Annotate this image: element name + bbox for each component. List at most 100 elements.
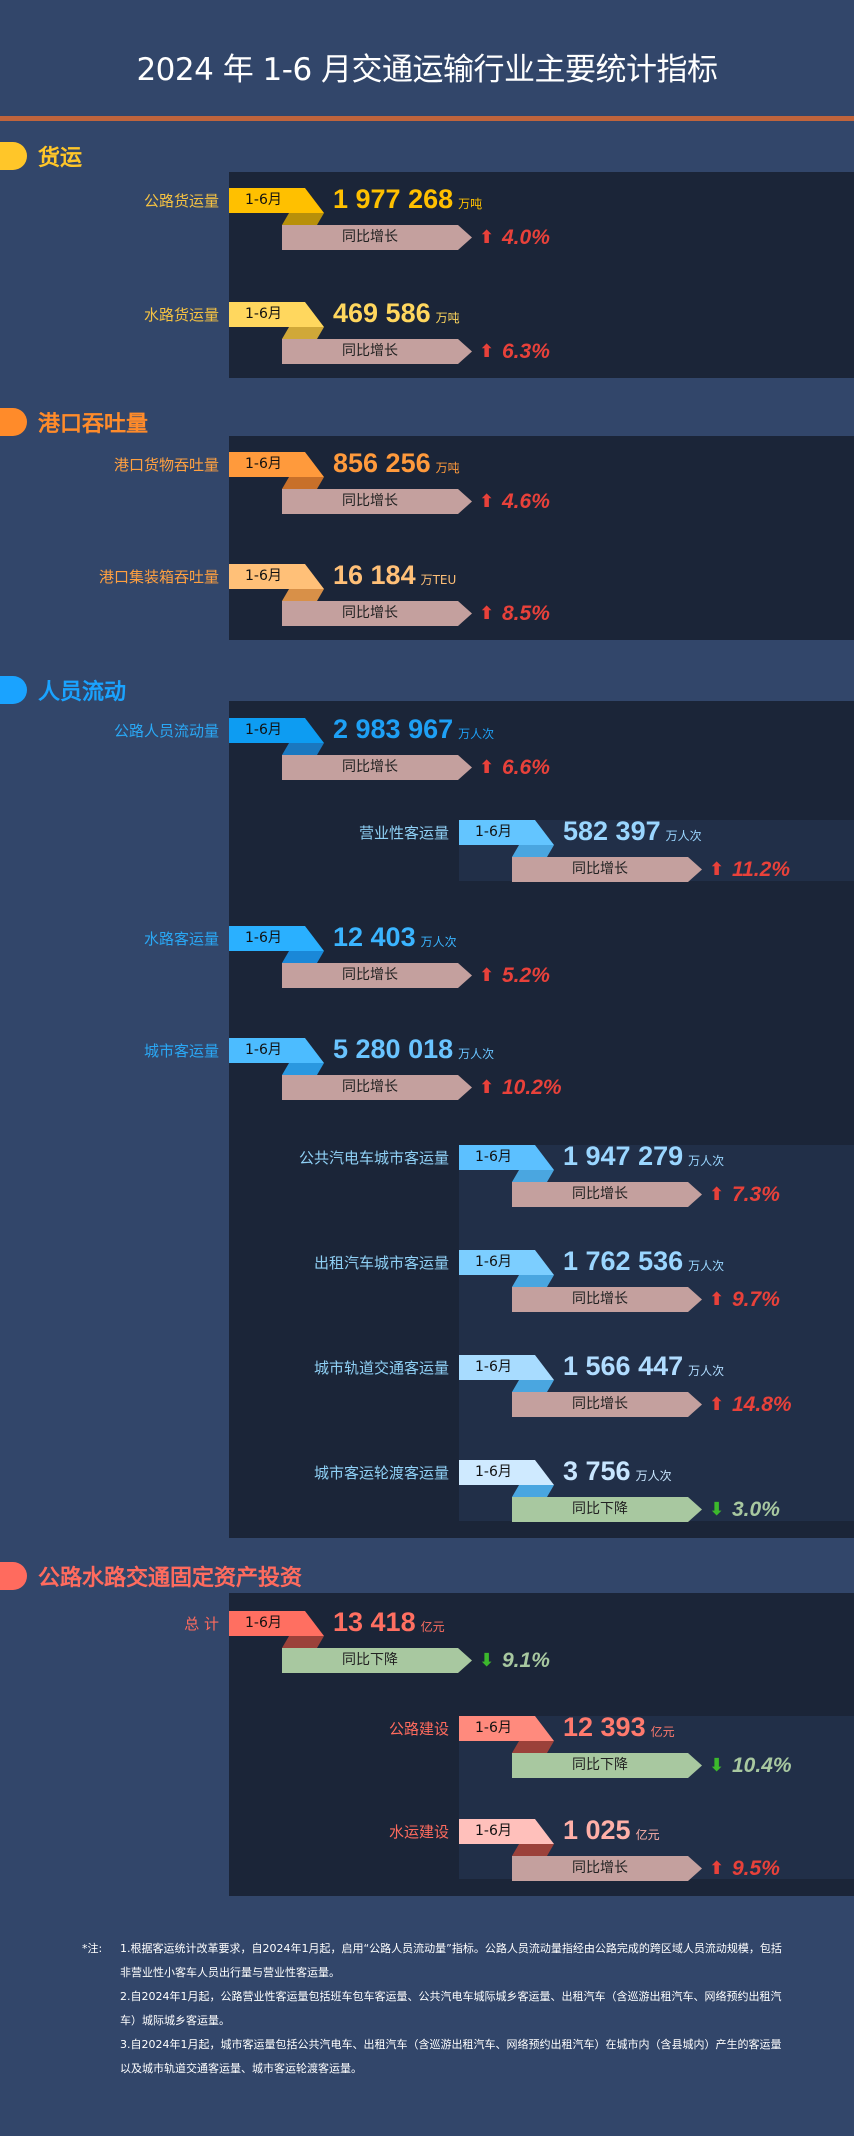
indicator-value: 16 184 万TEU bbox=[333, 560, 456, 591]
yoy-decrease-label: 同比下降 bbox=[512, 1753, 702, 1778]
tag-fold bbox=[512, 1844, 554, 1856]
yoy-change: 10.2% bbox=[502, 1076, 562, 1099]
indicator-label: 公共汽电车城市客运量 bbox=[298, 1149, 449, 1167]
section-header-port: 港口吞吐量 bbox=[0, 408, 148, 437]
yoy-change: 14.8% bbox=[732, 1393, 792, 1416]
tag-fold bbox=[512, 1485, 554, 1497]
period-tag: 1-6月 bbox=[459, 1716, 554, 1741]
indicator-label: 营业性客运量 bbox=[358, 824, 449, 842]
value-unit: 亿元 bbox=[650, 1725, 675, 1739]
yoy-increase-label: 同比增长 bbox=[512, 1856, 702, 1881]
section-marker-icon bbox=[0, 408, 27, 436]
value-unit: 万人次 bbox=[420, 935, 457, 949]
indicator-value: 12 393 亿元 bbox=[563, 1712, 675, 1743]
tag-fold bbox=[282, 951, 324, 963]
yoy-change: 10.4% bbox=[732, 1754, 792, 1777]
indicator-label: 公路货运量 bbox=[143, 192, 219, 210]
arrow-up-icon: ⬆ bbox=[479, 227, 495, 248]
indicator-row: 城市客运轮渡客运量 1-6月 3 756 万人次 同比下降 ⬇ 3.0% bbox=[314, 1456, 854, 1522]
arrow-up-icon: ⬆ bbox=[709, 1184, 725, 1205]
yoy-increase-label: 同比增长 bbox=[512, 1287, 702, 1312]
arrow-up-icon: ⬆ bbox=[479, 1077, 495, 1098]
indicator-label: 港口集装箱吞吐量 bbox=[98, 568, 219, 586]
yoy-increase-label: 同比增长 bbox=[282, 601, 472, 626]
indicator-row: 水运建设 1-6月 1 025 亿元 同比增长 ⬆ 9.5% bbox=[389, 1815, 854, 1881]
yoy-increase-label: 同比增长 bbox=[282, 1075, 472, 1100]
yoy-decrease-label: 同比下降 bbox=[282, 1648, 472, 1673]
tag-fold bbox=[282, 1063, 324, 1075]
tag-fold bbox=[282, 327, 324, 339]
section-title: 公路水路交通固定资产投资 bbox=[38, 1566, 303, 1591]
value-unit: 万TEU bbox=[420, 573, 457, 587]
indicator-value: 1 566 447 万人次 bbox=[563, 1351, 724, 1382]
value-unit: 万人次 bbox=[688, 1154, 725, 1168]
section-marker-icon bbox=[0, 676, 27, 704]
period-tag: 1-6月 bbox=[229, 926, 324, 951]
tag-fold bbox=[512, 1275, 554, 1287]
period-tag: 1-6月 bbox=[229, 1611, 324, 1636]
indicator-value: 1 947 279 万人次 bbox=[563, 1141, 724, 1172]
indicator-row: 公路货运量 1-6月 1 977 268 万吨 同比增长 ⬆ 4.0% bbox=[144, 184, 629, 250]
indicator-value: 1 762 536 万人次 bbox=[563, 1246, 724, 1277]
tag-fold bbox=[282, 213, 324, 225]
period-tag: 1-6月 bbox=[229, 302, 324, 327]
arrow-up-icon: ⬆ bbox=[709, 1394, 725, 1415]
indicator-value: 12 403 万人次 bbox=[333, 922, 457, 953]
indicator-value: 5 280 018 万人次 bbox=[333, 1034, 494, 1065]
indicator-value: 3 756 万人次 bbox=[563, 1456, 672, 1487]
indicator-value: 469 586 万吨 bbox=[333, 298, 460, 329]
indicator-row: 营业性客运量 1-6月 582 397 万人次 同比增长 ⬆ 11.2% bbox=[359, 816, 854, 882]
value-number: 856 256 bbox=[333, 448, 431, 478]
indicator-label: 港口货物吞吐量 bbox=[113, 456, 219, 474]
value-number: 5 280 018 bbox=[333, 1034, 454, 1064]
arrow-up-icon: ⬆ bbox=[709, 1289, 725, 1310]
yoy-change: 7.3% bbox=[732, 1183, 780, 1206]
indicator-value: 1 977 268 万吨 bbox=[333, 184, 482, 215]
value-unit: 万人次 bbox=[665, 829, 702, 843]
indicator-row: 公路人员流动量 1-6月 2 983 967 万人次 同比增长 ⬆ 6.6% bbox=[114, 714, 629, 780]
yoy-decrease-label: 同比下降 bbox=[512, 1497, 702, 1522]
indicator-row: 总 计 1-6月 13 418 亿元 同比下降 ⬇ 9.1% bbox=[184, 1607, 629, 1673]
tag-fold bbox=[512, 1741, 554, 1753]
indicator-label: 城市客运轮渡客运量 bbox=[313, 1464, 449, 1482]
footnote-1: 1.根据客运统计改革要求，自2024年1月起，启用“公路人员流动量”指标。公路人… bbox=[120, 1942, 782, 1979]
section-title: 货运 bbox=[38, 146, 83, 171]
yoy-increase-label: 同比增长 bbox=[512, 857, 702, 882]
arrow-up-icon: ⬆ bbox=[479, 491, 495, 512]
tag-fold bbox=[282, 743, 324, 755]
yoy-increase-label: 同比增长 bbox=[512, 1392, 702, 1417]
section-header-investment: 公路水路交通固定资产投资 bbox=[0, 1562, 303, 1591]
indicator-label: 城市客运量 bbox=[143, 1042, 219, 1060]
value-number: 1 977 268 bbox=[333, 184, 454, 214]
tag-fold bbox=[282, 589, 324, 601]
yoy-change: 6.3% bbox=[502, 340, 550, 363]
yoy-change: 9.5% bbox=[732, 1857, 780, 1880]
value-unit: 亿元 bbox=[635, 1828, 660, 1842]
value-number: 582 397 bbox=[563, 816, 661, 846]
tag-fold bbox=[512, 845, 554, 857]
value-number: 1 947 279 bbox=[563, 1141, 684, 1171]
value-number: 1 566 447 bbox=[563, 1351, 684, 1381]
yoy-increase-label: 同比增长 bbox=[282, 963, 472, 988]
value-unit: 万人次 bbox=[688, 1364, 725, 1378]
value-unit: 万人次 bbox=[688, 1259, 725, 1273]
arrow-down-icon: ⬇ bbox=[709, 1499, 725, 1520]
yoy-change: 9.1% bbox=[502, 1649, 550, 1672]
yoy-change: 11.2% bbox=[732, 858, 790, 881]
indicator-row: 出租汽车城市客运量 1-6月 1 762 536 万人次 同比增长 ⬆ 9.7% bbox=[314, 1246, 854, 1312]
indicator-label: 公路建设 bbox=[388, 1720, 449, 1738]
yoy-increase-label: 同比增长 bbox=[282, 755, 472, 780]
indicator-label: 出租汽车城市客运量 bbox=[313, 1254, 449, 1272]
period-tag: 1-6月 bbox=[229, 188, 324, 213]
arrow-up-icon: ⬆ bbox=[479, 603, 495, 624]
value-unit: 万吨 bbox=[435, 461, 460, 475]
arrow-up-icon: ⬆ bbox=[479, 757, 495, 778]
yoy-change: 9.7% bbox=[732, 1288, 780, 1311]
value-number: 1 762 536 bbox=[563, 1246, 684, 1276]
yoy-change: 4.6% bbox=[502, 490, 550, 513]
arrow-up-icon: ⬆ bbox=[479, 341, 495, 362]
section-header-freight: 货运 bbox=[0, 142, 83, 171]
value-number: 13 418 bbox=[333, 1607, 416, 1637]
tag-fold bbox=[282, 477, 324, 489]
value-number: 12 403 bbox=[333, 922, 416, 952]
